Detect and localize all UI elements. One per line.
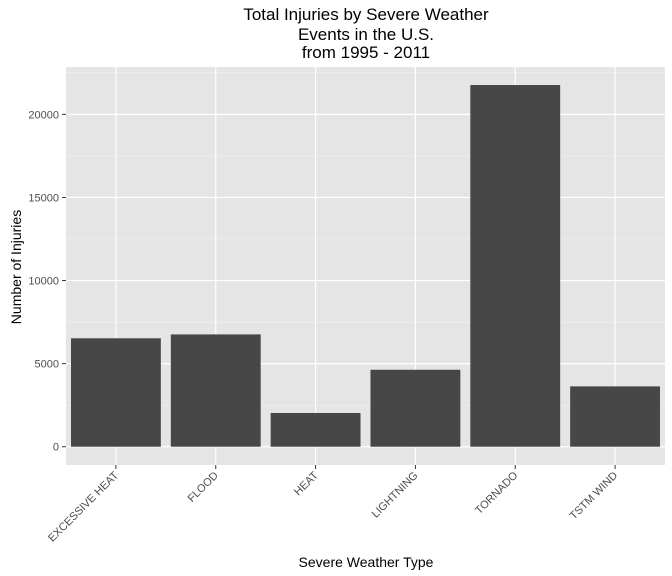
x-tick-label: HEAT [292, 469, 321, 498]
bar [570, 386, 661, 447]
title-line-2: Events in the U.S. [298, 25, 434, 44]
x-tick-label: EXCESSIVE HEAT [46, 469, 121, 544]
bar [370, 369, 461, 447]
bar [270, 412, 361, 447]
x-axis-label: Severe Weather Type [299, 554, 434, 570]
bar [170, 334, 261, 447]
y-axis: 0 5000 10000 15000 20000 [28, 109, 66, 454]
title-line-1: Total Injuries by Severe Weather [243, 5, 489, 24]
y-tick-label: 10000 [28, 276, 59, 288]
bar [70, 338, 161, 447]
x-tick-label: TSTM WIND [568, 470, 621, 523]
title-line-3: from 1995 - 2011 [302, 43, 430, 62]
x-axis: EXCESSIVE HEAT FLOOD HEAT LIGHTNING TORNADO T… [46, 465, 620, 545]
y-tick-label: 0 [53, 442, 59, 454]
y-tick-label: 15000 [28, 192, 59, 204]
y-axis-label: Number of Injuries [8, 210, 24, 324]
x-tick-label: FLOOD [186, 470, 221, 505]
y-tick-label: 5000 [35, 359, 59, 371]
y-tick-label: 20000 [28, 109, 59, 121]
x-tick-label: TORNADO [473, 469, 521, 517]
chart-title: Total Injuries by Severe Weather Events … [243, 5, 489, 62]
plot-panel [66, 67, 665, 465]
x-tick-label: LIGHTNING [370, 470, 421, 521]
bars [70, 85, 661, 447]
bar [470, 85, 561, 447]
